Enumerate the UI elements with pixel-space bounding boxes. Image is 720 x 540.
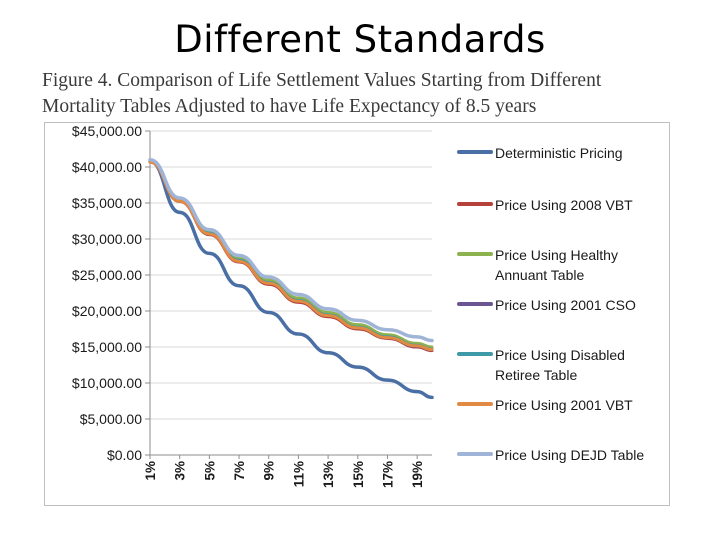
x-tick-label: 15%: [351, 461, 366, 488]
legend-label: Price Using 2001 CSO: [495, 297, 636, 313]
figure-caption-line-1: Figure 4. Comparison of Life Settlement …: [42, 70, 602, 91]
legend-swatch: [457, 202, 493, 206]
x-tick-label: 17%: [380, 461, 395, 488]
x-tick-label: 9%: [262, 461, 277, 481]
legend-label: Price Using Disabled Retiree Table: [495, 347, 625, 383]
x-tick-label: 7%: [232, 461, 247, 481]
series-line-price-using-disabled-retiree-table: [148, 159, 434, 351]
series-line-price-using-2008-vbt: [148, 160, 434, 353]
y-tick-label: $25,000.00: [72, 267, 142, 283]
x-tick-label: 13%: [321, 461, 336, 488]
legend-swatch: [457, 452, 493, 456]
x-tick-label: 11%: [291, 461, 306, 487]
chart-frame: [44, 122, 670, 506]
legend-label: Price Using 2008 VBT: [495, 197, 633, 213]
x-tick-label: 5%: [202, 461, 217, 481]
x-tick-label: 3%: [173, 461, 188, 481]
legend-swatch: [457, 402, 493, 406]
legend-label: Deterministic Pricing: [495, 145, 623, 161]
y-tick-label: $20,000.00: [72, 303, 142, 319]
series-line-deterministic-pricing: [148, 159, 434, 400]
x-tick-label: 19%: [410, 461, 425, 488]
y-tick-label: $40,000.00: [72, 159, 142, 175]
y-tick-label: $45,000.00: [72, 123, 142, 139]
y-tick-label: $0.00: [107, 447, 142, 463]
legend-swatch: [457, 302, 493, 306]
figure-caption-line-2: Mortality Tables Adjusted to have Life E…: [42, 96, 537, 117]
y-tick-label: $15,000.00: [72, 339, 142, 355]
figure-caption: Figure 4. Comparison of Life Settlement …: [42, 68, 702, 120]
legend-swatch: [457, 252, 493, 256]
legend-label: Price Using Healthy Annuant Table: [495, 247, 618, 283]
legend-label: Price Using 2001 VBT: [495, 397, 633, 413]
legend-label: Price Using DEJD Table: [495, 447, 645, 463]
x-tick-label: 1%: [143, 461, 158, 481]
series-line-price-using-healthy-annuant-table: [148, 159, 434, 349]
y-tick-label: $30,000.00: [72, 231, 142, 247]
legend-swatch: [457, 352, 493, 356]
series-line-price-using-2001-cso: [148, 160, 434, 352]
slide-title: Different Standards: [174, 18, 546, 61]
series-line-price-using-2001-vbt: [148, 160, 434, 352]
y-tick-label: $35,000.00: [72, 195, 142, 211]
y-tick-label: $5,000.00: [80, 411, 142, 427]
y-tick-label: $10,000.00: [72, 375, 142, 391]
legend-swatch: [457, 150, 493, 154]
series-line-price-using-dejd-table: [148, 158, 434, 343]
